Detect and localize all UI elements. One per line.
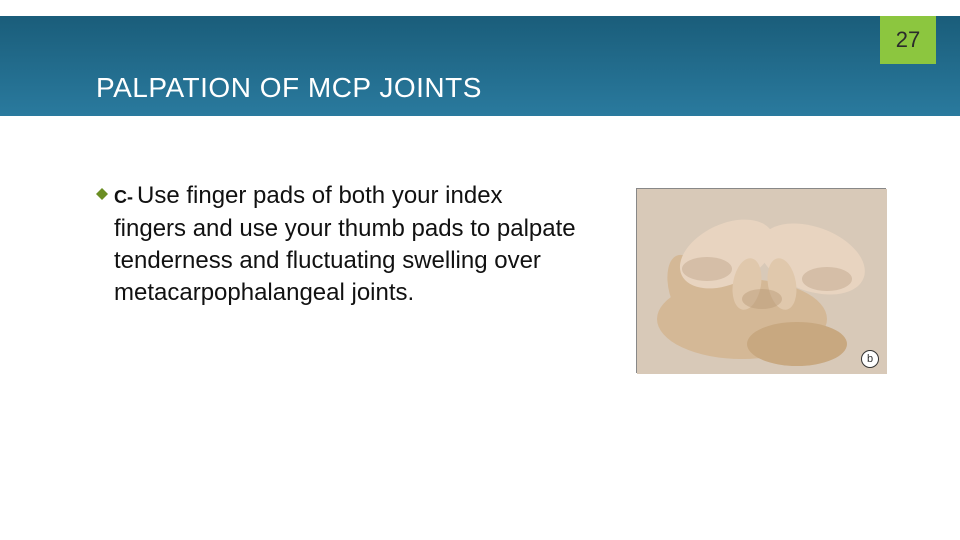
page-number-badge: 27 — [880, 16, 936, 64]
hands-illustration — [637, 189, 887, 374]
bullet-text-wrap: C-Use finger pads of both your index fin… — [114, 180, 576, 309]
figure-label-badge: b — [861, 350, 879, 368]
slide-title: PALPATION OF MCP JOINTS — [96, 72, 482, 104]
page-number: 27 — [896, 27, 920, 53]
bullet-item: C-Use finger pads of both your index fin… — [96, 180, 576, 309]
content-area: C-Use finger pads of both your index fin… — [96, 180, 576, 309]
bullet-text: Use finger pads of both your index finge… — [114, 182, 576, 306]
figure-image: b — [636, 188, 886, 373]
figure-label: b — [867, 353, 873, 365]
bullet-prefix: C- — [114, 187, 133, 207]
diamond-bullet-icon — [96, 188, 108, 200]
slide: 27 PALPATION OF MCP JOINTS C-Use finger … — [0, 0, 960, 540]
